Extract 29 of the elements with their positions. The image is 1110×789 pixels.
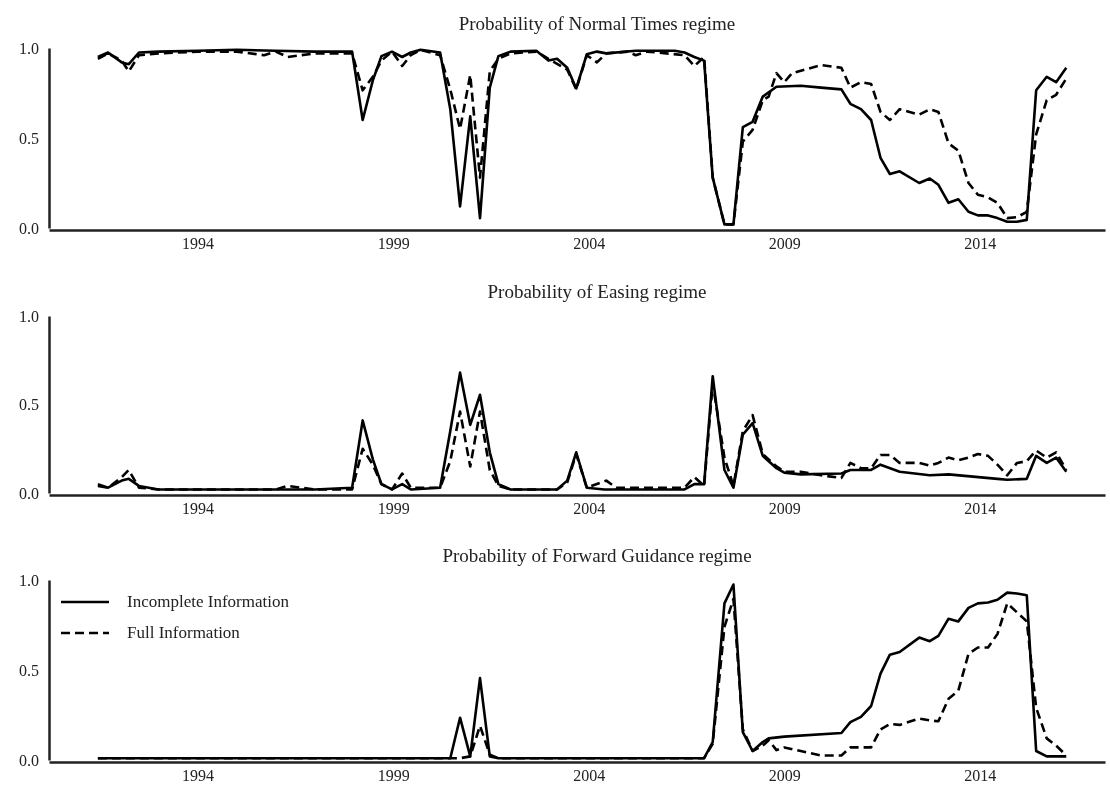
- x-tick-label: 2014: [964, 767, 997, 785]
- x-tick-label: 2004: [573, 235, 606, 253]
- y-tick-label: 0.0: [19, 484, 39, 502]
- x-tick-label: 2009: [768, 235, 801, 253]
- legend-label: Full Information: [127, 623, 241, 642]
- x-tick-label: 1999: [377, 235, 410, 253]
- legend-label: Incomplete Information: [127, 592, 290, 611]
- x-tick-label: 1994: [182, 235, 215, 253]
- chart-title: Probability of Easing regime: [487, 281, 707, 302]
- x-tick-label: 2014: [964, 235, 997, 253]
- x-tick-label: 1999: [377, 767, 410, 785]
- y-tick-label: 0.0: [19, 751, 39, 769]
- y-tick-label: 1.0: [19, 307, 39, 325]
- x-tick-label: 2009: [768, 767, 801, 785]
- x-tick-label: 1999: [377, 500, 410, 518]
- y-tick-label: 0.0: [19, 219, 39, 237]
- x-tick-label: 2004: [573, 767, 606, 785]
- x-tick-label: 1994: [182, 767, 215, 785]
- x-tick-label: 2004: [573, 500, 606, 518]
- y-tick-label: 0.5: [19, 396, 39, 414]
- x-tick-label: 1994: [182, 500, 215, 518]
- y-tick-label: 0.5: [19, 661, 39, 679]
- x-tick-label: 2014: [964, 500, 997, 518]
- y-tick-label: 1.0: [19, 571, 39, 589]
- chart-title: Probability of Forward Guidance regime: [442, 545, 752, 566]
- chart-title: Probability of Normal Times regime: [458, 13, 736, 34]
- x-tick-label: 2009: [768, 500, 801, 518]
- y-tick-label: 1.0: [19, 39, 39, 57]
- y-tick-label: 0.5: [19, 129, 39, 147]
